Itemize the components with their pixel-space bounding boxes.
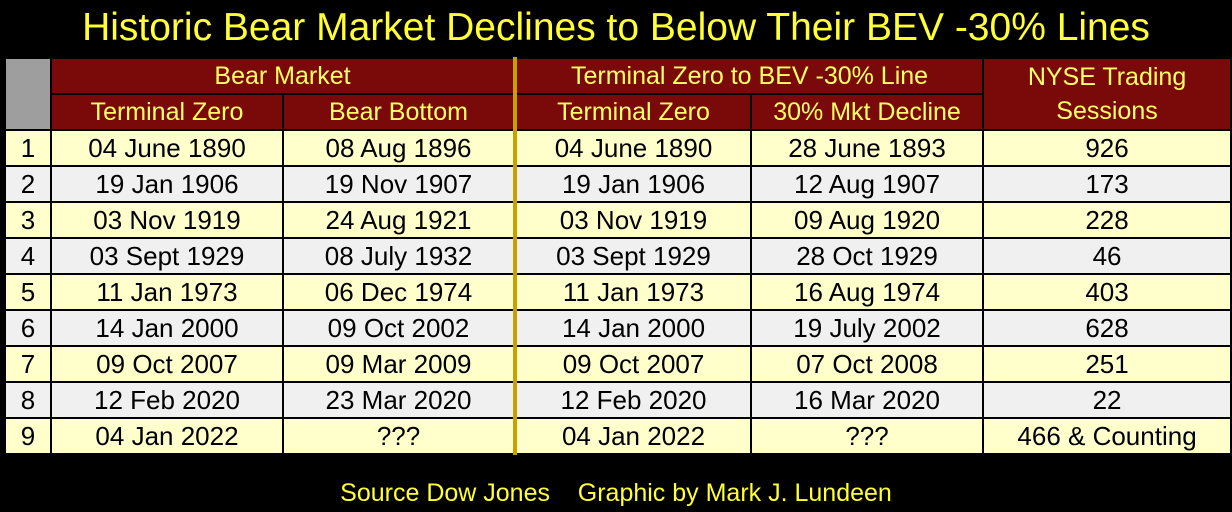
terminal-zero-cell: 04 June 1890 bbox=[50, 129, 284, 167]
header-nyse-trading-sessions: NYSE Trading Sessions bbox=[982, 57, 1232, 131]
terminal-zero-2-cell: 11 Jan 1973 bbox=[513, 273, 753, 311]
trading-sessions-cell: 466 & Counting bbox=[982, 417, 1232, 455]
mkt-decline-cell: 19 July 2002 bbox=[750, 309, 985, 347]
trading-sessions-cell: 628 bbox=[982, 309, 1232, 347]
row-number: 3 bbox=[4, 201, 52, 239]
trading-sessions-cell: 46 bbox=[982, 237, 1232, 275]
row-number: 1 bbox=[4, 129, 52, 167]
table-row: 9 04 Jan 2022??? 04 Jan 2022??? 466 & Count… bbox=[4, 417, 1232, 455]
terminal-zero-cell: 14 Jan 2000 bbox=[50, 309, 284, 347]
header-column-row: Terminal Zero Bear Bottom Terminal Zero … bbox=[5, 93, 1231, 131]
terminal-zero-2-cell: 09 Oct 2007 bbox=[513, 345, 753, 383]
terminal-zero-2-cell: 03 Nov 1919 bbox=[513, 201, 753, 239]
mkt-decline-cell: 07 Oct 2008 bbox=[750, 345, 985, 383]
table-body: 1 04 June 1890 08 Aug 1896 04 June 1890 28 J… bbox=[4, 129, 1232, 455]
bear-bottom-cell: 19 Nov 1907 bbox=[281, 165, 517, 203]
header-bear-market: Bear Market bbox=[49, 57, 517, 95]
table-row: 6 14 Jan 2000 09 Oct 2002 14 Jan 2000 19 Jul… bbox=[4, 309, 1232, 347]
mkt-decline-cell: 09 Aug 1920 bbox=[750, 201, 985, 239]
bear-bottom-cell: 24 Aug 1921 bbox=[281, 201, 517, 239]
mkt-decline-cell: 12 Aug 1907 bbox=[750, 165, 985, 203]
bear-bottom-cell: 08 Aug 1896 bbox=[281, 129, 517, 167]
table-row: 4 03 Sept 1929 08 July 1932 03 Sept 1929 28 … bbox=[4, 237, 1232, 275]
row-number: 9 bbox=[4, 417, 52, 455]
corner-cell bbox=[4, 57, 52, 131]
row-number: 4 bbox=[4, 237, 52, 275]
trading-sessions-cell: 22 bbox=[982, 381, 1232, 419]
header-nyse-line2: Sessions bbox=[1056, 97, 1158, 125]
header-terminal-zero-to-bev: Terminal Zero to BEV -30% Line bbox=[513, 57, 985, 95]
row-number: 6 bbox=[4, 309, 52, 347]
header-group-row: Bear Market Terminal Zero to BEV -30% Li… bbox=[4, 57, 1232, 131]
source-credit: Source Dow Jones Graphic by Mark J. Lund… bbox=[340, 479, 892, 507]
header-terminal-zero-2: Terminal Zero bbox=[513, 93, 753, 131]
row-number: 2 bbox=[4, 165, 52, 203]
terminal-zero-2-cell: 04 June 1890 bbox=[513, 129, 753, 167]
terminal-zero-cell: 03 Sept 1929 bbox=[50, 237, 284, 275]
bear-market-table: Bear Market Terminal Zero to BEV -30% Li… bbox=[4, 57, 1232, 455]
table-row: 1 04 June 1890 08 Aug 1896 04 June 1890 28 J… bbox=[4, 129, 1232, 167]
table-row: 2 19 Jan 1906 19 Nov 1907 19 Jan 1906 12 Aug… bbox=[4, 165, 1232, 203]
bear-bottom-cell: 09 Mar 2009 bbox=[281, 345, 517, 383]
terminal-zero-2-cell: 12 Feb 2020 bbox=[513, 381, 753, 419]
terminal-zero-cell: 12 Feb 2020 bbox=[50, 381, 284, 419]
bear-bottom-cell: 08 July 1932 bbox=[281, 237, 517, 275]
mkt-decline-cell: 28 Oct 1929 bbox=[750, 237, 985, 275]
mkt-decline-cell: 16 Mar 2020 bbox=[750, 381, 985, 419]
trading-sessions-cell: 251 bbox=[982, 345, 1232, 383]
table-row: 3 03 Nov 1919 24 Aug 1921 03 Nov 1919 09 Aug… bbox=[4, 201, 1232, 239]
header-bear-bottom: Bear Bottom bbox=[281, 93, 517, 131]
mkt-decline-cell: ??? bbox=[750, 417, 985, 455]
table-row: 5 11 Jan 1973 06 Dec 1974 11 Jan 1973 16 Aug… bbox=[4, 273, 1232, 311]
terminal-zero-cell: 03 Nov 1919 bbox=[50, 201, 284, 239]
row-number: 8 bbox=[4, 381, 52, 419]
trading-sessions-cell: 228 bbox=[982, 201, 1232, 239]
trading-sessions-cell: 926 bbox=[982, 129, 1232, 167]
header-terminal-zero: Terminal Zero bbox=[50, 93, 284, 131]
bear-bottom-cell: 06 Dec 1974 bbox=[281, 273, 517, 311]
trading-sessions-cell: 403 bbox=[982, 273, 1232, 311]
header-nyse-line1: NYSE Trading bbox=[1027, 63, 1187, 91]
terminal-zero-cell: 09 Oct 2007 bbox=[50, 345, 284, 383]
terminal-zero-cell: 04 Jan 2022 bbox=[50, 417, 284, 455]
bear-bottom-cell: 23 Mar 2020 bbox=[281, 381, 517, 419]
table-row: 8 12 Feb 2020 23 Mar 2020 12 Feb 2020 16 Mar… bbox=[4, 381, 1232, 419]
terminal-zero-2-cell: 19 Jan 1906 bbox=[513, 165, 753, 203]
mkt-decline-cell: 28 June 1893 bbox=[750, 129, 985, 167]
terminal-zero-cell: 11 Jan 1973 bbox=[50, 273, 284, 311]
table-row: 7 09 Oct 2007 09 Mar 2009 09 Oct 2007 07 Oct… bbox=[4, 345, 1232, 383]
mkt-decline-cell: 16 Aug 1974 bbox=[750, 273, 985, 311]
terminal-zero-2-cell: 04 Jan 2022 bbox=[513, 417, 753, 455]
bear-bottom-cell: ??? bbox=[281, 417, 517, 455]
page-title: Historic Bear Market Declines to Below T… bbox=[82, 6, 1150, 49]
terminal-zero-2-cell: 03 Sept 1929 bbox=[513, 237, 753, 275]
terminal-zero-2-cell: 14 Jan 2000 bbox=[513, 309, 753, 347]
row-number: 7 bbox=[4, 345, 52, 383]
bear-bottom-cell: 09 Oct 2002 bbox=[281, 309, 517, 347]
row-number: 5 bbox=[4, 273, 52, 311]
header-30pct-mkt-decline: 30% Mkt Decline bbox=[750, 93, 985, 131]
trading-sessions-cell: 173 bbox=[982, 165, 1232, 203]
terminal-zero-cell: 19 Jan 1906 bbox=[50, 165, 284, 203]
